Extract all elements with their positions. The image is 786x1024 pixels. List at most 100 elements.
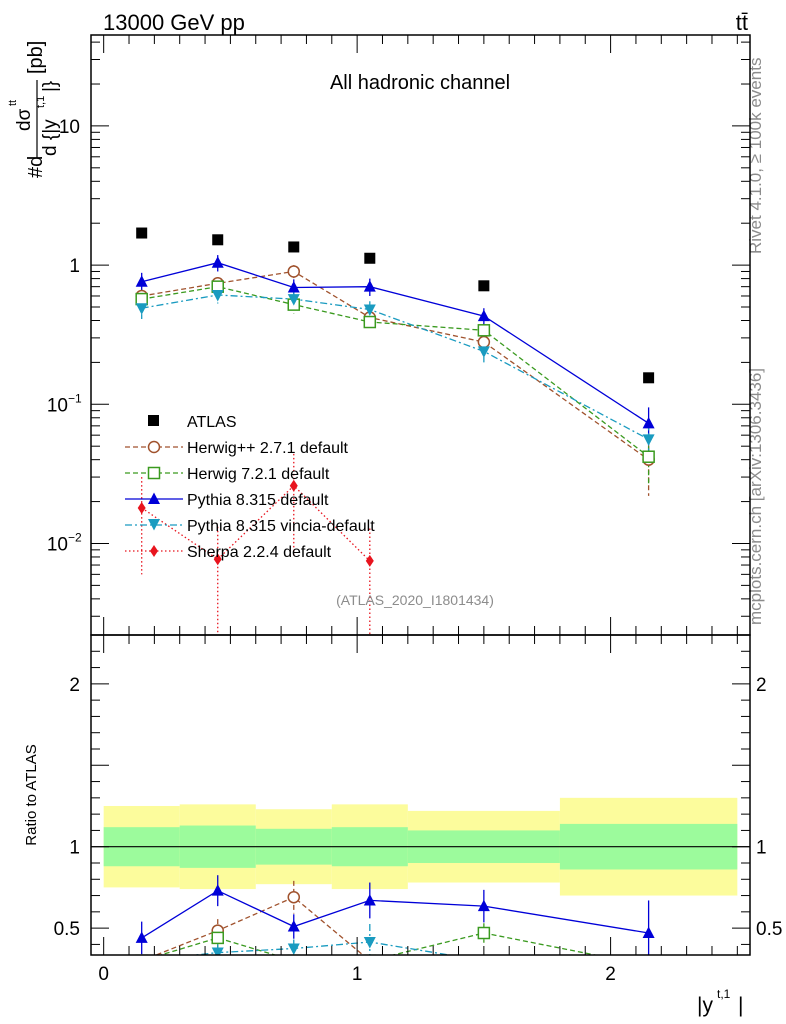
data-point-atlas — [288, 241, 300, 253]
data-point-atlas — [212, 234, 224, 246]
x-tick-label: 1 — [352, 964, 363, 985]
legend-label-vincia: Pythia 8.315 vincia-default — [187, 518, 375, 535]
legend-entry-vincia: Pythia 8.315 vincia-default — [125, 518, 375, 535]
point-pythia-8-315-default — [287, 281, 300, 293]
ylabel-denominator: d {|y — [40, 119, 61, 156]
legend-label-herwigpp: Herwig++ 2.7.1 default — [187, 440, 349, 457]
ratio-point-pythia-8-315-default — [363, 893, 376, 906]
ratio-point-herwig-2-7-1-default — [287, 890, 301, 904]
point-pythia-8-315-vincia-default — [135, 303, 148, 315]
ratio-point-herwig-7-2-1-default — [287, 954, 301, 955]
ratio-markers — [135, 884, 655, 973]
ylabel-denominator-sup: t,1 — [35, 96, 47, 108]
legend-label-sherpa: Sherpa 2.2.4 default — [187, 544, 332, 561]
ylabel-numerator-sup: tt — [7, 100, 19, 106]
legend-label-atlas: ATLAS — [187, 414, 237, 431]
point-pythia-8-315-default — [211, 256, 224, 268]
chart-title: All hadronic channel — [330, 72, 510, 94]
ratio-y-tick-label-right: 1 — [756, 838, 767, 859]
ratio-point-herwig-7-2-1-default — [477, 926, 491, 940]
ratio-point-pythia-8-315-vincia-default — [136, 956, 148, 968]
ratio-point-herwig-7-2-1-default — [363, 954, 377, 955]
ratio-point-pythia-8-315-default — [211, 884, 224, 896]
y-tick-label: 1 — [69, 256, 80, 277]
point-herwig-7-2-1-default — [135, 292, 148, 306]
y-tick-label: 10 — [59, 117, 80, 138]
point-sherpa-2-2-4-default — [213, 553, 222, 566]
ratio-point-pythia-8-315-default — [287, 920, 300, 932]
series-line-pythia-8-315-vincia-default — [141, 294, 649, 440]
ylabel-unit: [pb] — [25, 41, 47, 74]
rivet-version-label: Rivet 4.1.0, ≥ 100k events — [746, 58, 765, 254]
y-tick-label-exponent: −1 — [68, 391, 82, 405]
ratio-point-herwig-2-7-1-default — [481, 954, 487, 955]
legend-label-pythia: Pythia 8.315 default — [187, 492, 329, 509]
point-pythia-8-315-default — [477, 309, 490, 322]
point-pythia-8-315-vincia-default — [477, 346, 490, 358]
energy-label: 13000 GeV pp — [103, 10, 245, 35]
ratio-point-pythia-8-315-vincia-default — [643, 956, 655, 968]
ylabel-numerator: dσ — [14, 108, 35, 131]
ratio-y-tick-label-right: 2 — [756, 675, 767, 696]
data-point-atlas — [136, 227, 148, 239]
ratio-line-pythia-8-315-default — [141, 889, 649, 939]
legend-entry-herwig7: Herwig 7.2.1 default — [125, 466, 330, 483]
ratio-y-tick-label-right: 0.5 — [756, 919, 782, 940]
y-tick-label: 10 — [47, 395, 68, 416]
point-pythia-8-315-vincia-default — [211, 289, 224, 302]
legend-marker-herwigpp — [147, 440, 161, 454]
ratio-point-herwig-2-7-1-default — [367, 954, 373, 955]
point-herwig-2-7-1-default — [477, 335, 491, 349]
ylabel-prefix: #d — [25, 156, 47, 178]
point-sherpa-2-2-4-default — [365, 554, 374, 567]
series-line-sherpa-2-2-4-default — [141, 484, 371, 562]
analysis-watermark: (ATLAS_2020_I1801434) — [336, 592, 494, 608]
x-axis-label: |y t,1 | — [697, 987, 743, 1017]
ratio-point-pythia-8-315-default — [135, 931, 148, 943]
ratio-frame — [90, 634, 751, 956]
legend-label-herwig7: Herwig 7.2.1 default — [187, 466, 330, 483]
ratio-y-tick-label-left: 1 — [69, 838, 80, 859]
series-line-pythia-8-315-default — [141, 262, 649, 424]
legend-marker-sherpa — [150, 545, 158, 557]
ylabel-denominator-end: |} — [40, 81, 61, 92]
ratio-point-pythia-8-315-vincia-default — [287, 943, 300, 955]
legend-entry-sherpa: Sherpa 2.2.4 default — [125, 544, 332, 561]
ratio-point-pythia-8-315-default — [642, 926, 655, 939]
point-pythia-8-315-default — [135, 275, 148, 287]
point-pythia-8-315-vincia-default — [287, 294, 300, 306]
point-pythia-8-315-vincia-default — [363, 304, 376, 316]
xlabel-sup: t,1 — [717, 987, 731, 1001]
point-sherpa-2-2-4-default — [289, 479, 298, 492]
data-point-atlas — [643, 372, 655, 384]
legend-marker-pythia — [148, 492, 160, 504]
ratio-y-axis-label: Ratio to ATLAS — [23, 744, 40, 845]
legend-marker-herwig7 — [147, 466, 161, 480]
legend-marker-vincia — [148, 519, 160, 531]
point-pythia-8-315-default — [363, 280, 376, 292]
y-tick-label: 10 — [47, 534, 68, 555]
xlabel-main: |y — [697, 994, 713, 1017]
x-tick-label: 0 — [98, 964, 109, 985]
ratio-point-herwig-2-7-1-default — [643, 962, 654, 973]
point-herwig-2-7-1-default — [287, 265, 301, 278]
mcplots-label: mcplots.cern.ch [arXiv:1306.3436] — [746, 368, 765, 625]
series-line-herwig-7-2-1-default — [141, 286, 649, 458]
legend-entry-pythia: Pythia 8.315 default — [125, 492, 329, 509]
ratio-point-herwig-7-2-1-default — [643, 960, 654, 971]
point-pythia-8-315-default — [642, 416, 655, 429]
data-point-atlas — [478, 280, 490, 292]
ratio-y-tick-label-left: 0.5 — [54, 919, 80, 940]
ratio-point-pythia-8-315-default — [477, 899, 490, 912]
legend-marker-atlas — [148, 415, 159, 426]
ratio-axis-ticks: 0.5 0.5 1 1 2 2 0 1 2 — [54, 635, 782, 985]
atlas-data-points — [136, 227, 655, 384]
x-tick-label: 2 — [605, 964, 616, 985]
legend-entry-herwigpp: Herwig++ 2.7.1 default — [125, 440, 349, 457]
series-line-herwig-2-7-1-default — [141, 270, 649, 461]
data-point-atlas — [364, 252, 376, 264]
main-series-lines — [141, 262, 649, 562]
